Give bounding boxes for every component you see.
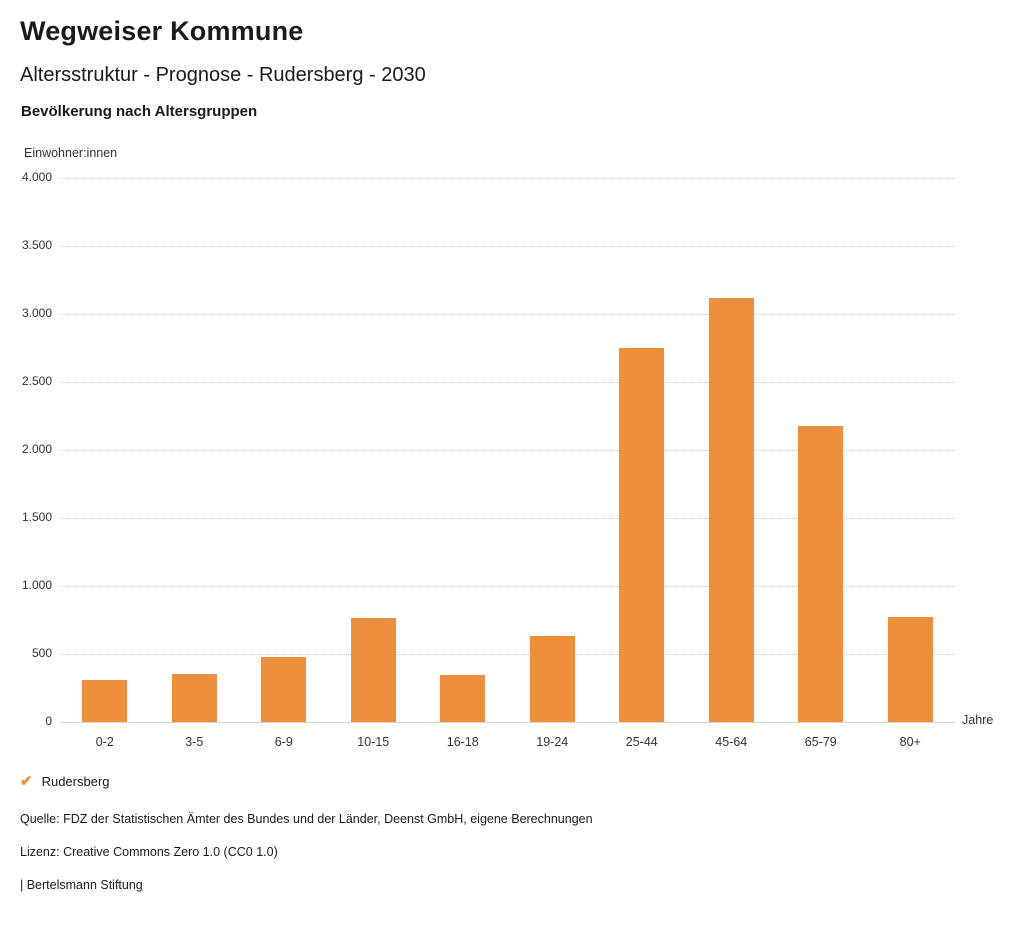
x-tick-label: 80+ — [899, 735, 921, 749]
gridline — [60, 518, 955, 519]
x-tick-label: 25-44 — [625, 735, 658, 749]
x-tick-label: 0-2 — [95, 735, 114, 749]
x-tick-label: 19-24 — [536, 735, 569, 749]
x-tick-label: 45-64 — [715, 735, 748, 749]
brand-text: | Bertelsmann Stiftung — [20, 878, 143, 892]
x-tick-label: 65-79 — [804, 735, 837, 749]
page-title: Wegweiser Kommune — [20, 16, 304, 46]
gridline — [60, 382, 955, 383]
page-subtitle: Altersstruktur - Prognose - Rudersberg -… — [20, 64, 426, 86]
bar-45-64[interactable] — [708, 297, 754, 722]
x-tick-label: 3-5 — [185, 735, 204, 749]
bar-10-15[interactable] — [350, 617, 396, 722]
y-tick-label: 2.000 — [21, 442, 52, 456]
y-tick-label: 3.000 — [21, 306, 52, 320]
x-tick-label: 16-18 — [446, 735, 479, 749]
bar-0-2[interactable] — [82, 679, 128, 722]
legend-item-rudersberg[interactable]: ✔ Rudersberg — [20, 772, 1024, 790]
y-tick-label: 2.500 — [21, 374, 52, 388]
bar-19-24[interactable] — [529, 636, 575, 722]
bar-3-5[interactable] — [171, 673, 217, 722]
legend-check-icon: ✔ — [20, 773, 33, 790]
y-tick-label: 4.000 — [21, 170, 52, 184]
bar-80+[interactable] — [887, 617, 933, 722]
bar-16-18[interactable] — [440, 675, 486, 722]
gridline — [60, 450, 955, 451]
source-text: Quelle: FDZ der Statistischen Ämter des … — [20, 812, 593, 826]
gridline — [60, 722, 955, 723]
chart-heading: Bevölkerung nach Altersgruppen — [21, 103, 258, 120]
y-tick-label: 1.500 — [21, 510, 52, 524]
gridline — [60, 246, 955, 247]
gridline — [60, 178, 955, 179]
gridline — [60, 314, 955, 315]
legend-label: Rudersberg — [41, 773, 110, 789]
y-tick-label: 0 — [45, 714, 52, 728]
y-tick-label: 500 — [31, 646, 52, 660]
gridline — [60, 654, 955, 655]
license-text: Lizenz: Creative Commons Zero 1.0 (CC0 1… — [20, 845, 278, 859]
bar-6-9[interactable] — [261, 656, 307, 722]
y-tick-label: 3.500 — [21, 238, 52, 252]
gridline — [60, 586, 955, 587]
bar-25-44[interactable] — [619, 348, 665, 722]
y-tick-label: 1.000 — [21, 578, 52, 592]
x-tick-label: 6-9 — [274, 735, 293, 749]
bar-65-79[interactable] — [798, 426, 844, 722]
x-axis-unit-label: Jahre — [962, 713, 994, 727]
bar-chart: Einwohner:innen 0 500 1.000 1.500 2.000 2.500… — [0, 146, 1024, 758]
x-tick-label: 10-15 — [357, 735, 390, 749]
y-axis-label: Einwohner:innen — [24, 146, 118, 160]
footer: Quelle: FDZ der Statistischen Ämter des … — [20, 812, 1024, 892]
